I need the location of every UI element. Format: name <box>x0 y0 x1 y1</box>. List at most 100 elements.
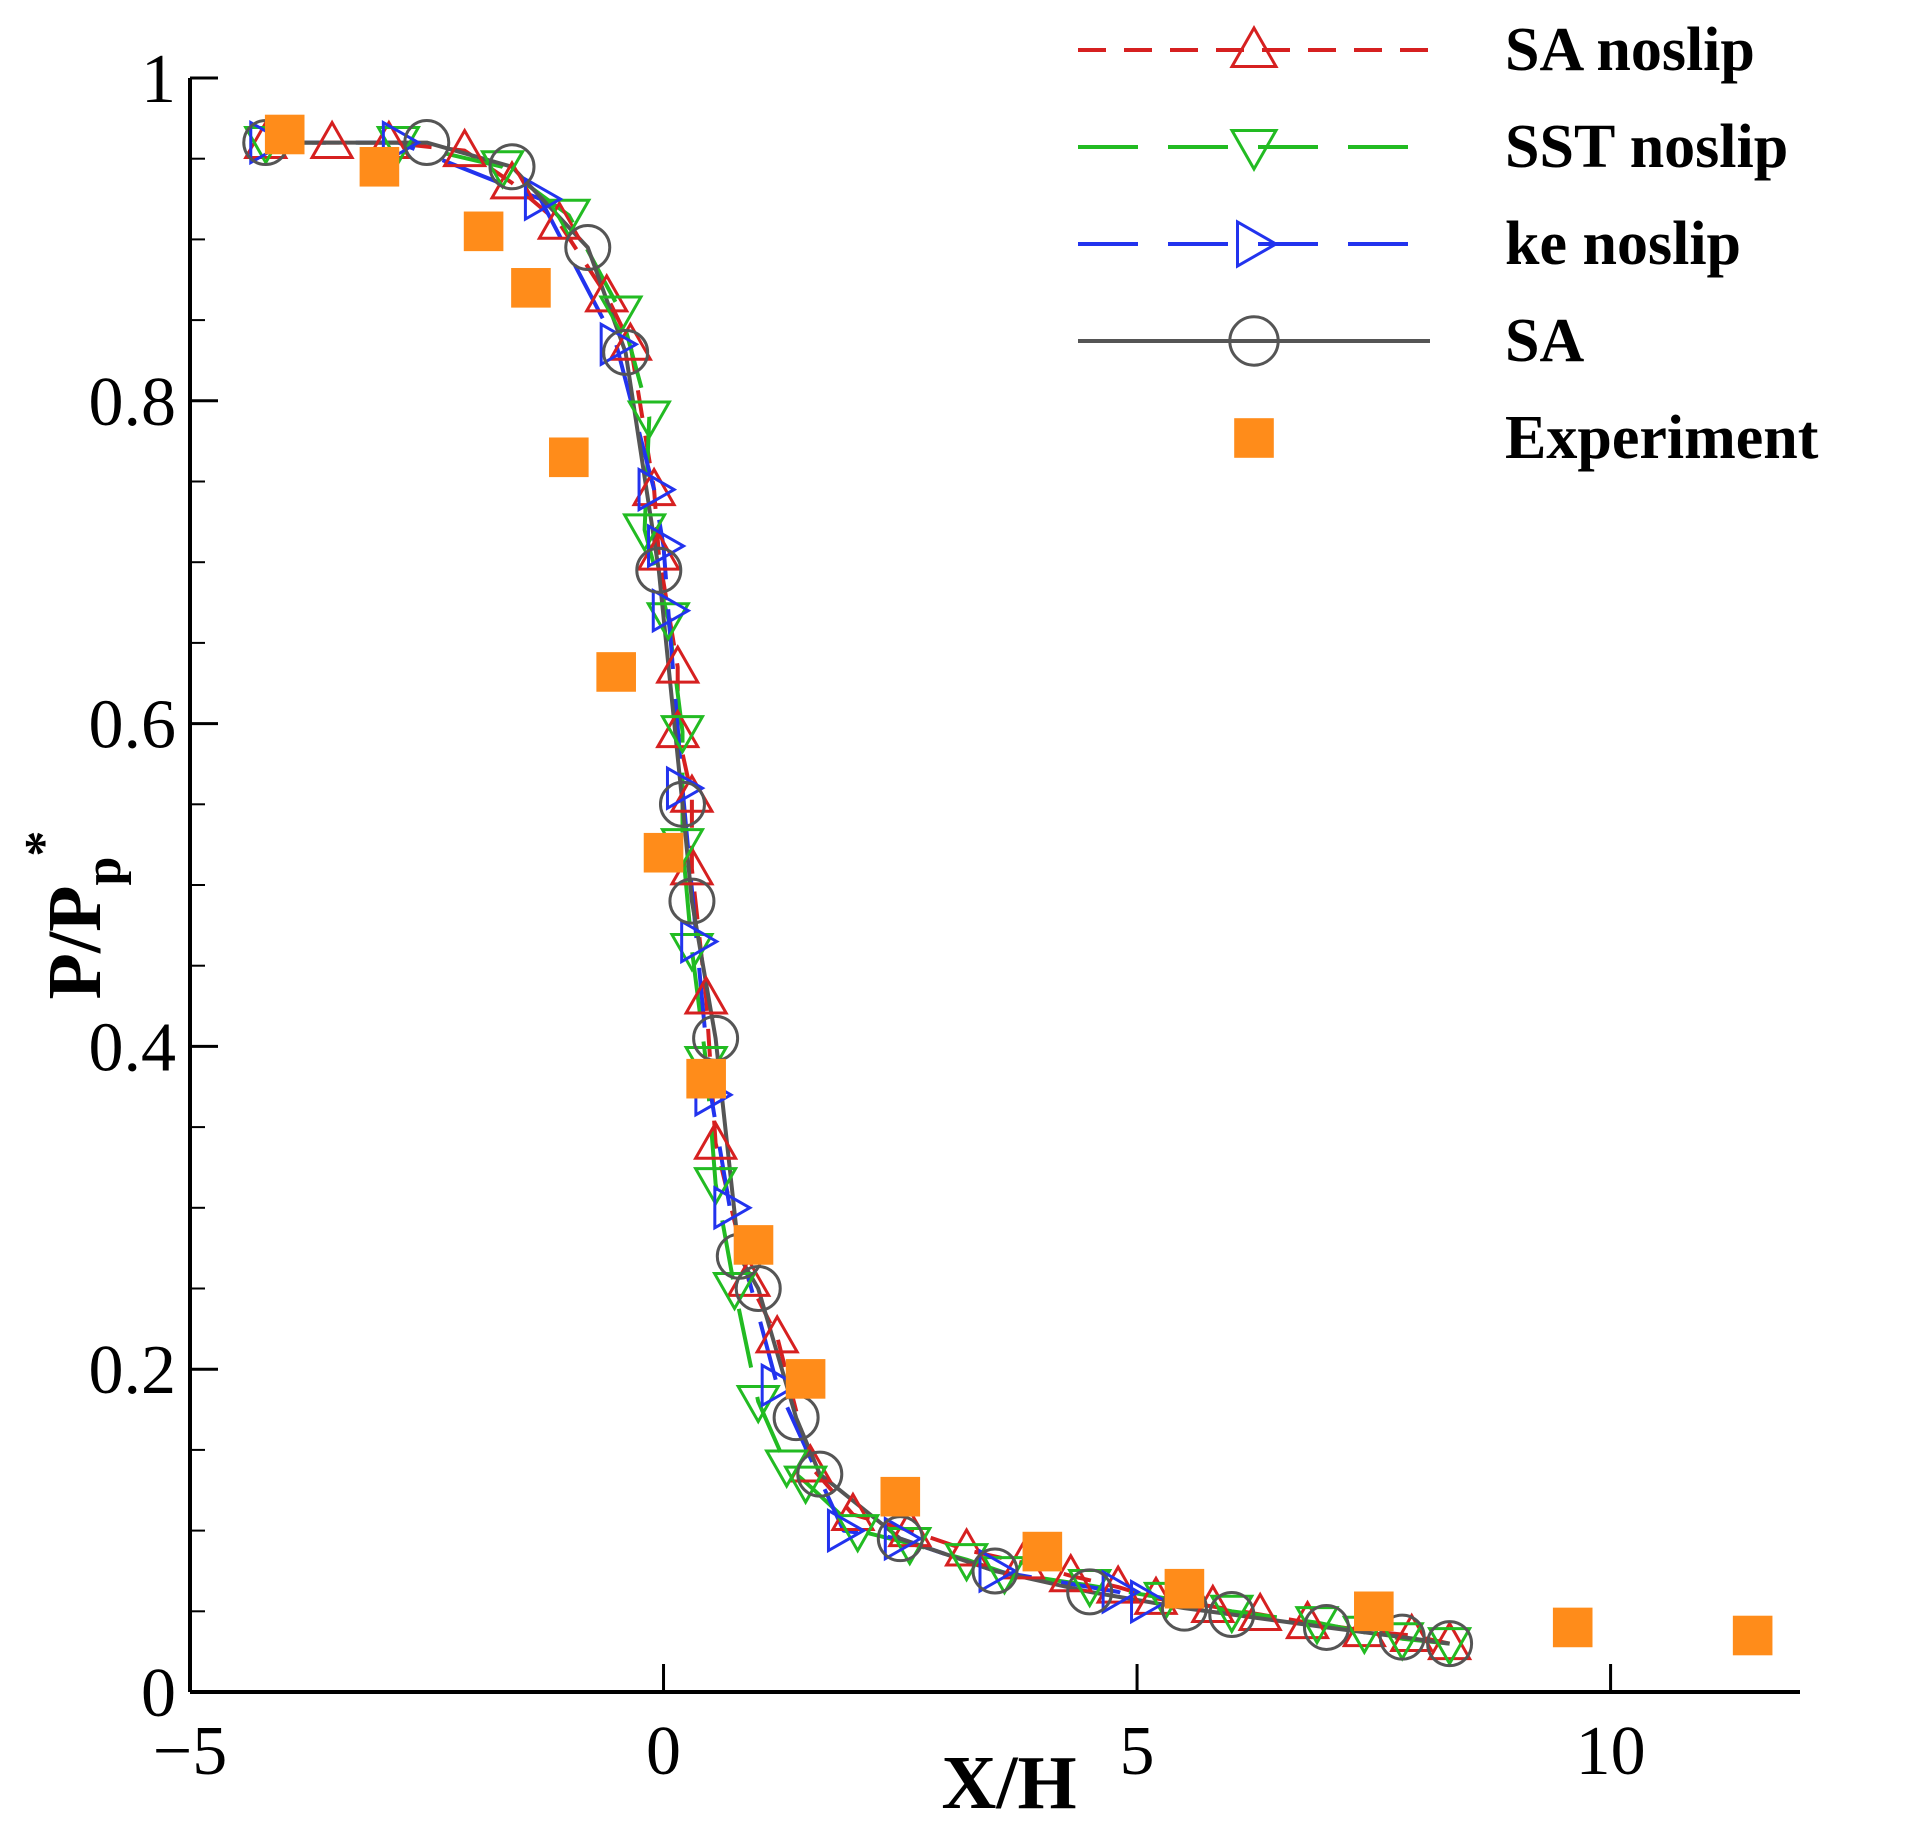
data-point <box>1130 1579 1170 1625</box>
data-point <box>599 321 640 367</box>
series-markers-sst-noslip <box>243 126 1473 1667</box>
x-tick-label: 0 <box>646 1713 681 1790</box>
data-point <box>1552 1607 1593 1648</box>
data-point <box>1066 1568 1114 1616</box>
series-markers-sa <box>242 119 1474 1668</box>
data-point <box>602 328 650 376</box>
legend-label: Experiment <box>1505 404 1819 472</box>
data-point <box>680 918 720 965</box>
legend-label: SST noslip <box>1505 113 1788 181</box>
data-point <box>1427 1627 1473 1667</box>
data-point <box>375 126 421 166</box>
series-sst-noslip <box>265 140 1450 1646</box>
legend: SA noslip SST noslip ke noslip SA Experiment <box>1078 16 1819 472</box>
data-point <box>523 176 564 222</box>
data-point <box>981 1556 1028 1596</box>
data-point <box>785 1359 826 1399</box>
data-point <box>549 437 589 478</box>
y-tick-label: 0.4 <box>89 1009 177 1086</box>
data-point <box>631 466 677 507</box>
y-tick-label: 1 <box>141 41 176 118</box>
data-point <box>1208 1591 1256 1639</box>
data-point <box>479 150 526 190</box>
y-tick-label: 0.2 <box>89 1332 177 1409</box>
data-point <box>1732 1615 1773 1656</box>
data-point <box>971 1547 1019 1595</box>
series-sa <box>265 140 1450 1646</box>
y-tick-label: 0 <box>141 1655 176 1732</box>
data-point <box>683 974 729 1015</box>
legend-entry: SST noslip <box>1078 113 1788 181</box>
axes: 00.20.40.60.81−5 0 5 10 <box>89 41 1800 1790</box>
data-point <box>1022 1531 1063 1572</box>
legend-entry: SA <box>1078 307 1584 375</box>
data-point <box>713 1185 753 1231</box>
data-point <box>1389 1612 1435 1653</box>
x-tick-label: −5 <box>153 1713 227 1790</box>
legend-label: SA <box>1505 307 1584 375</box>
data-point <box>876 1515 924 1563</box>
legend-marker <box>1234 418 1274 458</box>
data-point <box>359 146 400 187</box>
series-line <box>265 140 1450 1646</box>
series-sa-noslip <box>265 140 1451 1646</box>
series-layer <box>242 114 1773 1668</box>
data-point <box>1237 1591 1283 1632</box>
data-point <box>626 400 672 440</box>
data-point <box>880 1476 921 1517</box>
series-line <box>265 140 1451 1646</box>
data-point <box>381 119 422 166</box>
x-tick-label: 10 <box>1576 1713 1646 1790</box>
data-point <box>1426 1620 1474 1668</box>
data-point <box>647 523 687 569</box>
data-point <box>826 1508 867 1554</box>
data-point <box>596 652 636 692</box>
data-point <box>830 1491 876 1531</box>
data-point <box>536 200 582 240</box>
data-point <box>635 546 683 594</box>
data-point <box>883 1516 924 1562</box>
data-point <box>442 127 488 168</box>
data-point <box>403 119 451 167</box>
data-point <box>584 272 630 313</box>
y-axis-title: P/Pp* <box>15 831 132 1000</box>
data-point <box>1209 1594 1255 1635</box>
y-axis-title-main: P/P <box>33 885 117 999</box>
data-point <box>309 119 355 160</box>
data-point <box>1164 1568 1205 1609</box>
data-point <box>693 1167 739 1207</box>
data-point <box>655 644 701 684</box>
data-point <box>546 198 592 239</box>
x-tick-label: 5 <box>1120 1713 1155 1790</box>
data-point <box>711 1272 758 1312</box>
legend-marker <box>1236 219 1280 269</box>
series-markers-sa-noslip <box>243 119 1473 1661</box>
data-point <box>944 1526 990 1567</box>
x-axis-title: X/H <box>941 1741 1076 1825</box>
y-axis-title-sup: * <box>15 831 72 857</box>
data-point <box>643 832 684 873</box>
legend-marker <box>1228 315 1280 367</box>
legend-label: SA noslip <box>1505 16 1755 84</box>
data-point <box>1378 1613 1426 1661</box>
data-point <box>783 1465 829 1506</box>
data-point <box>686 1058 726 1099</box>
legend-label: ke noslip <box>1505 210 1741 278</box>
data-point <box>760 1362 801 1408</box>
series-markers-ke-noslip <box>249 119 1170 1625</box>
data-point <box>733 1225 774 1265</box>
data-point <box>489 159 535 200</box>
data-point <box>511 268 551 308</box>
legend-marker <box>1229 129 1279 173</box>
data-point <box>796 1450 844 1498</box>
data-point <box>978 1548 1019 1594</box>
legend-entry: ke noslip <box>1078 210 1741 278</box>
data-point <box>607 321 653 361</box>
legend-entry: Experiment <box>1234 404 1819 472</box>
data-point <box>488 143 536 191</box>
data-point <box>598 295 644 336</box>
data-point <box>693 1120 739 1160</box>
data-point <box>651 588 692 634</box>
series-markers-experiment <box>264 114 1773 1656</box>
